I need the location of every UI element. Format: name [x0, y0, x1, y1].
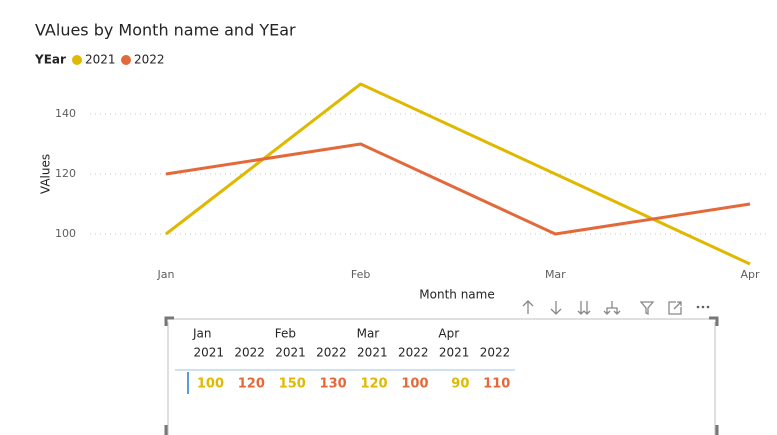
matrix-subheader: 2021: [439, 346, 470, 360]
matrix-value: 90: [451, 377, 469, 392]
matrix-subheader: 2022: [316, 346, 347, 360]
matrix-subheader: 2021: [193, 346, 224, 360]
legend-label: 2022: [134, 53, 165, 67]
legend-title: YEar: [34, 53, 66, 67]
more-options-icon[interactable]: [696, 305, 710, 309]
matrix-subheader: 2022: [398, 346, 429, 360]
matrix-column-header: Feb: [275, 327, 296, 341]
x-tick-label: Feb: [351, 268, 370, 281]
x-axis-title: Month name: [419, 288, 494, 302]
visual-header-icons[interactable]: [522, 300, 710, 316]
frame-border: [167, 318, 716, 435]
chart-title: VAlues by Month name and YEar: [35, 21, 296, 40]
drill-up-icon[interactable]: [522, 300, 534, 314]
matrix-value: 100: [197, 377, 224, 392]
legend-label: 2021: [85, 53, 116, 67]
filter-icon[interactable]: [639, 301, 655, 316]
matrix-value: 120: [238, 377, 265, 392]
matrix-column-header: Apr: [438, 327, 459, 341]
matrix-subheader: 2021: [275, 346, 306, 360]
matrix-column-header: Mar: [357, 327, 380, 341]
matrix-value: 120: [360, 377, 387, 392]
focus-mode-icon[interactable]: [668, 301, 682, 315]
matrix-value: 100: [401, 377, 428, 392]
matrix-value: 150: [279, 377, 306, 392]
y-tick-label: 140: [55, 107, 76, 120]
drill-down-icon[interactable]: [550, 301, 562, 315]
x-tick-label: Mar: [545, 268, 566, 281]
matrix-subheader: 2021: [357, 346, 388, 360]
x-tick-label: Apr: [740, 268, 760, 281]
matrix-column-header: Jan: [192, 327, 212, 341]
legend-marker: [121, 55, 131, 65]
y-tick-label: 100: [55, 227, 76, 240]
selection-frame[interactable]: [164, 316, 719, 435]
series-line: [165, 82, 751, 266]
x-tick-label: Jan: [157, 268, 175, 281]
matrix-value: 110: [483, 377, 510, 392]
frame-handles: [164, 316, 719, 435]
y-axis-title: VAlues: [39, 154, 53, 194]
expand-icon[interactable]: [603, 301, 621, 315]
next-level-icon[interactable]: [577, 301, 591, 315]
series-line: [165, 142, 751, 236]
matrix-subheader: 2022: [480, 346, 511, 360]
legend-marker: [72, 55, 82, 65]
matrix-subheader: 2022: [234, 346, 265, 360]
y-tick-label: 120: [55, 167, 76, 180]
matrix-value: 130: [320, 377, 347, 392]
